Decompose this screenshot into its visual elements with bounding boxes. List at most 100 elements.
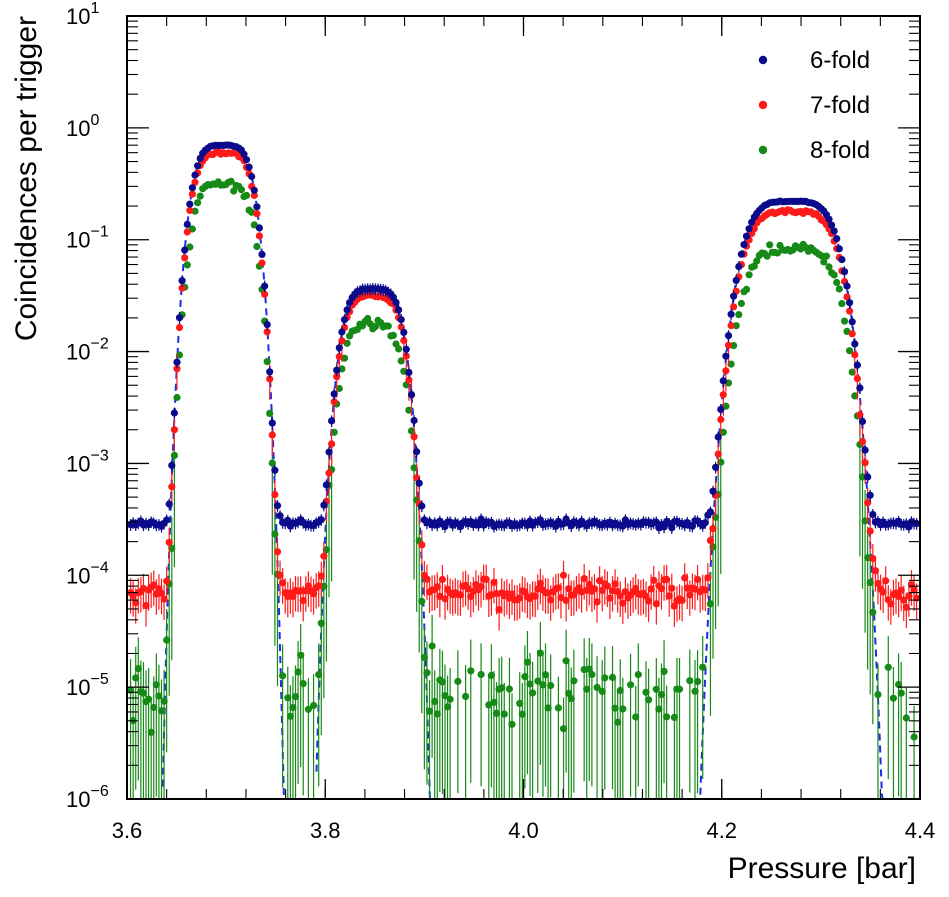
data-point xyxy=(706,536,715,545)
data-point xyxy=(258,259,266,267)
data-point xyxy=(413,448,421,456)
data-point xyxy=(178,284,186,292)
data-point xyxy=(384,322,392,330)
data-point xyxy=(392,298,400,306)
data-point xyxy=(616,592,624,600)
data-point xyxy=(240,150,248,158)
data-point xyxy=(851,340,859,348)
data-point xyxy=(160,595,168,603)
data-point xyxy=(255,224,263,232)
data-point xyxy=(250,191,258,199)
x-tick-label: 4.0 xyxy=(508,818,539,843)
data-point xyxy=(858,473,867,481)
data-point xyxy=(242,156,251,164)
data-point xyxy=(709,487,717,495)
data-point xyxy=(423,669,431,677)
data-point xyxy=(614,718,622,726)
data-point xyxy=(333,373,341,381)
data-point xyxy=(255,232,263,240)
data-point xyxy=(719,377,727,385)
data-point xyxy=(338,328,346,336)
data-point xyxy=(191,171,199,179)
data-point xyxy=(541,671,550,679)
data-point xyxy=(598,687,606,696)
data-point xyxy=(866,527,874,535)
data-point xyxy=(165,500,173,508)
data-point xyxy=(621,588,630,596)
data-point xyxy=(418,541,426,549)
data-point xyxy=(268,459,276,467)
data-point xyxy=(866,579,874,587)
data-point xyxy=(413,474,421,482)
data-point xyxy=(389,331,397,339)
y-tick-label-base: 10 xyxy=(66,451,90,476)
data-point xyxy=(407,390,416,399)
data-point xyxy=(856,411,864,419)
y-tick-label-exponent: 0 xyxy=(90,112,99,129)
data-point xyxy=(619,599,627,607)
data-point xyxy=(657,585,666,593)
legend-marker-6-fold xyxy=(758,55,768,65)
data-point xyxy=(333,366,341,374)
data-point xyxy=(869,554,877,563)
data-point xyxy=(474,521,483,529)
data-point xyxy=(547,681,555,690)
data-point xyxy=(286,712,294,720)
y-tick-label-exponent: −2 xyxy=(90,336,108,353)
data-point xyxy=(188,190,196,198)
data-point xyxy=(335,344,343,352)
data-point xyxy=(529,689,537,697)
data-point xyxy=(846,347,854,355)
data-point xyxy=(142,602,150,610)
data-point xyxy=(583,685,591,693)
y-tick-label-exponent: 1 xyxy=(90,0,99,17)
data-point xyxy=(178,277,186,285)
data-point xyxy=(315,671,323,679)
data-point xyxy=(665,592,673,600)
y-tick-label: 10−4 xyxy=(66,559,109,588)
data-point xyxy=(410,416,418,425)
data-point xyxy=(660,667,668,676)
data-point xyxy=(737,299,746,308)
y-tick-label-base: 10 xyxy=(66,116,90,141)
data-point xyxy=(523,658,532,666)
data-point xyxy=(490,698,498,706)
data-point xyxy=(284,694,292,702)
data-point xyxy=(678,596,686,605)
data-point xyxy=(719,428,727,436)
data-point xyxy=(263,328,271,336)
data-point xyxy=(866,491,874,499)
data-point xyxy=(709,525,717,533)
data-point xyxy=(668,524,676,532)
data-point xyxy=(567,695,575,703)
y-tick-label-base: 10 xyxy=(66,228,90,253)
data-point xyxy=(596,577,604,585)
data-point xyxy=(335,353,343,361)
y-tick-label-base: 10 xyxy=(66,787,90,812)
data-point xyxy=(183,228,191,236)
data-point xyxy=(820,258,828,266)
data-point xyxy=(750,225,758,233)
data-point xyxy=(181,246,189,254)
data-point xyxy=(253,210,261,218)
data-point xyxy=(487,671,495,680)
data-point xyxy=(335,384,343,393)
data-point xyxy=(565,689,573,697)
data-point xyxy=(129,592,137,600)
series-6-fold xyxy=(127,141,921,535)
x-tick-label: 4.4 xyxy=(905,818,936,843)
data-point xyxy=(714,433,722,441)
data-point xyxy=(590,585,599,593)
data-point xyxy=(717,458,725,466)
data-point xyxy=(742,285,751,293)
data-point xyxy=(861,459,869,467)
data-point xyxy=(900,596,908,604)
data-point xyxy=(675,685,684,693)
data-point xyxy=(297,651,305,659)
data-point xyxy=(147,728,155,736)
data-point xyxy=(477,670,485,679)
data-point xyxy=(170,409,178,417)
data-point xyxy=(902,714,910,722)
data-point xyxy=(887,600,895,608)
data-point xyxy=(833,235,841,243)
